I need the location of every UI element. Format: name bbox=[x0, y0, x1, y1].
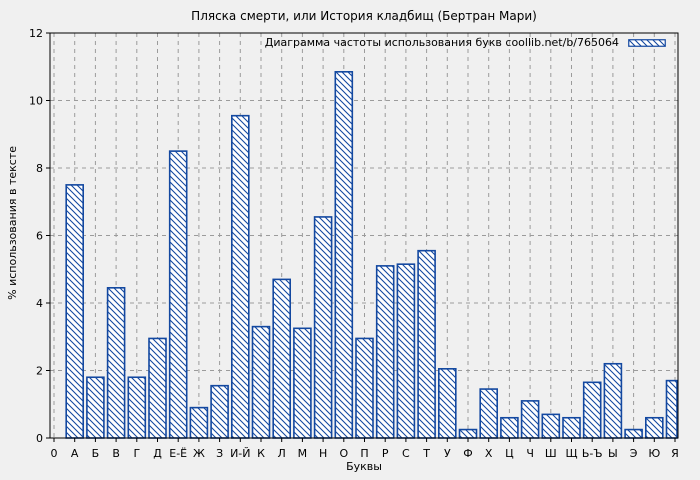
bar-З bbox=[210, 384, 229, 439]
bar-У bbox=[437, 368, 457, 439]
x-tick-label-Ь-Ъ: Ь-Ъ bbox=[582, 447, 603, 460]
x-tick-label-Ж: Ж bbox=[193, 447, 205, 460]
bar-Ч bbox=[520, 400, 540, 439]
x-tick-label-Б: Б bbox=[92, 447, 100, 460]
x-tick-label-Р: Р bbox=[382, 447, 389, 460]
bar-В bbox=[106, 287, 126, 439]
bar-Д bbox=[148, 337, 167, 439]
bar-Ж bbox=[189, 406, 209, 439]
bars bbox=[65, 71, 678, 439]
x-tick-label-Т: Т bbox=[422, 447, 430, 460]
bar-М bbox=[293, 327, 312, 439]
bar-Х bbox=[479, 388, 499, 439]
y-tick-labels: 0 2 4 6 8 10 12 bbox=[29, 27, 43, 445]
x-tick-label-Я: Я bbox=[671, 447, 679, 460]
x-tick-label-П: П bbox=[360, 447, 368, 460]
bar-Ш bbox=[541, 413, 561, 439]
y-tick-label-0: 0 bbox=[36, 432, 43, 445]
legend-hatch-swatch-icon bbox=[628, 38, 666, 47]
y-tick-label-6: 6 bbox=[36, 230, 43, 243]
x-tick-label-Е-Ё: Е-Ё bbox=[169, 447, 187, 460]
y-tick-label-4: 4 bbox=[36, 297, 43, 310]
bar-Е-Ё bbox=[168, 150, 188, 439]
bar-Н bbox=[313, 216, 333, 439]
x-tick-label-Ч: Ч bbox=[526, 447, 534, 460]
x-tick-label-Э: Э bbox=[630, 447, 638, 460]
bar-Г bbox=[127, 376, 147, 439]
x-tick-label-А: А bbox=[71, 447, 79, 460]
bar-Ю bbox=[644, 416, 664, 439]
bar-Л bbox=[272, 278, 292, 439]
x-tick-label-Ц: Ц bbox=[505, 447, 514, 460]
x-tick-label-К: К bbox=[257, 447, 265, 460]
x-tick-label-Х: Х bbox=[485, 447, 493, 460]
x-tick-label-С: С bbox=[402, 447, 410, 460]
x-tick-label-М: М bbox=[298, 447, 308, 460]
y-tick-label-8: 8 bbox=[36, 162, 43, 175]
bar-С bbox=[396, 263, 416, 439]
x-tick-label-Ф: Ф bbox=[463, 447, 472, 460]
legend-swatch-rect bbox=[628, 38, 666, 47]
y-tick-label-2: 2 bbox=[36, 365, 43, 378]
x-tick-label-О: О bbox=[339, 447, 348, 460]
x-tick-label-Ы: Ы bbox=[608, 447, 618, 460]
x-tick-label-У: У bbox=[444, 447, 451, 460]
x-tick-label-Л: Л bbox=[278, 447, 286, 460]
bar-И-Й bbox=[231, 114, 250, 439]
x-tick-label-Ю: Ю bbox=[648, 447, 660, 460]
bar-П bbox=[355, 337, 374, 439]
x-tick-label-Д: Д bbox=[153, 447, 162, 460]
bar-О bbox=[334, 71, 354, 439]
chart-title: Пляска смерти, или История кладбищ (Берт… bbox=[191, 9, 537, 23]
x-tick-label-В: В bbox=[112, 447, 120, 460]
y-tick-label-10: 10 bbox=[29, 95, 43, 108]
bar-Щ bbox=[562, 416, 581, 439]
bar-Ь-Ъ bbox=[582, 381, 602, 439]
x-tick-label-Щ: Щ bbox=[565, 447, 577, 460]
bar-Э bbox=[624, 428, 643, 439]
legend: Диаграмма частоты использования букв coo… bbox=[50, 36, 666, 49]
legend-label: Диаграмма частоты использования букв coo… bbox=[264, 36, 619, 49]
bar-Я bbox=[665, 379, 678, 439]
x-tick-label-И-Й: И-Й bbox=[230, 447, 250, 460]
bar-Ц bbox=[500, 416, 519, 439]
bar-Ф bbox=[458, 428, 478, 439]
x-tick-label-З: З bbox=[216, 447, 223, 460]
bar-А bbox=[65, 184, 84, 439]
bar-Ы bbox=[603, 362, 623, 439]
x-axis-title: Буквы bbox=[346, 460, 382, 473]
bar-К bbox=[251, 325, 271, 439]
tick-marks bbox=[46, 32, 676, 442]
y-axis-title: % использования в тексте bbox=[6, 146, 19, 300]
x-tick-label-Ш: Ш bbox=[545, 447, 557, 460]
x-tick-labels: 0 А Б В Г Д Е-Ё Ж З И-Й К Л М Н О П Р С Т У Ф Х Ц Ч Ш Щ Ь-Ъ Ы Э Ю Я bbox=[51, 447, 679, 460]
bar-Р bbox=[375, 265, 395, 439]
bar-Т bbox=[417, 249, 436, 439]
x-tick-label-Н: Н bbox=[319, 447, 327, 460]
x-tick-label-Г: Г bbox=[133, 447, 140, 460]
bar-Б bbox=[86, 376, 105, 439]
x-tick-label-0: 0 bbox=[51, 447, 58, 460]
y-tick-label-12: 12 bbox=[29, 27, 43, 40]
